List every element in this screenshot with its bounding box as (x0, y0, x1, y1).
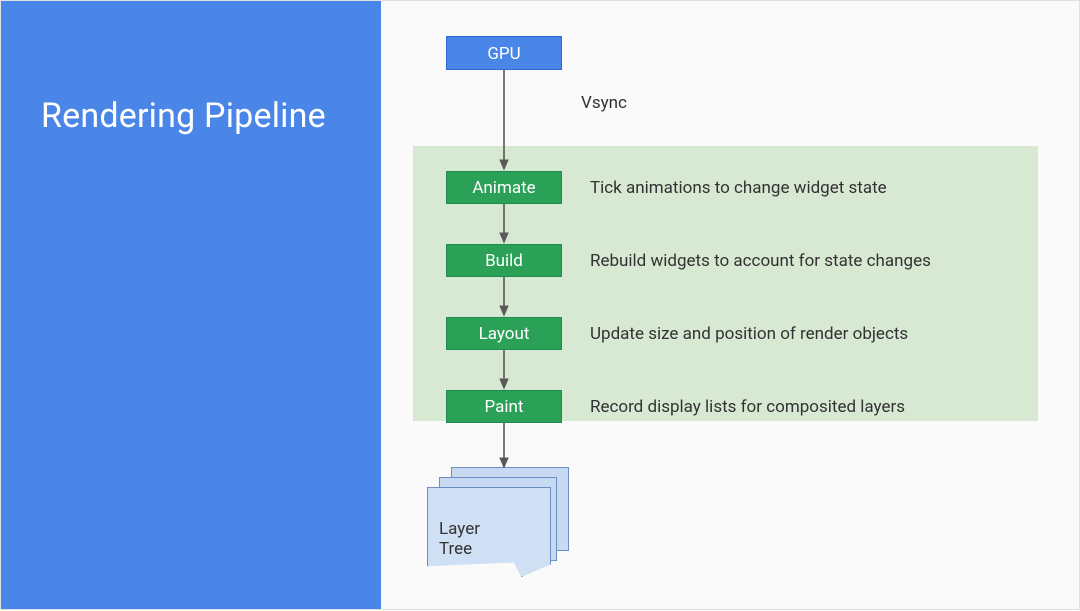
stage-animate: Animate Tick animations to change widget… (446, 171, 887, 204)
stage-desc-build: Rebuild widgets to account for state cha… (590, 251, 931, 271)
stage-box-layout: Layout (446, 317, 562, 350)
diagram-area: GPU Vsync Animate Tick animations to cha… (381, 1, 1079, 609)
stage-desc-layout: Update size and position of render objec… (590, 324, 908, 344)
stage-desc-animate: Tick animations to change widget state (590, 178, 887, 198)
left-panel: Rendering Pipeline (1, 1, 381, 609)
stage-paint: Paint Record display lists for composite… (446, 390, 905, 423)
stage-box-animate: Animate (446, 171, 562, 204)
slide: Rendering Pipeline GPU Vsync Animate Tic… (0, 0, 1080, 610)
stage-box-paint: Paint (446, 390, 562, 423)
slide-title: Rendering Pipeline (41, 96, 341, 136)
stage-build: Build Rebuild widgets to account for sta… (446, 244, 931, 277)
node-gpu: GPU (446, 36, 562, 70)
stage-desc-paint: Record display lists for composited laye… (590, 397, 905, 417)
layer-tree-label: Layer Tree (439, 519, 480, 559)
stage-box-build: Build (446, 244, 562, 277)
stage-layout: Layout Update size and position of rende… (446, 317, 908, 350)
vsync-label: Vsync (581, 93, 627, 113)
